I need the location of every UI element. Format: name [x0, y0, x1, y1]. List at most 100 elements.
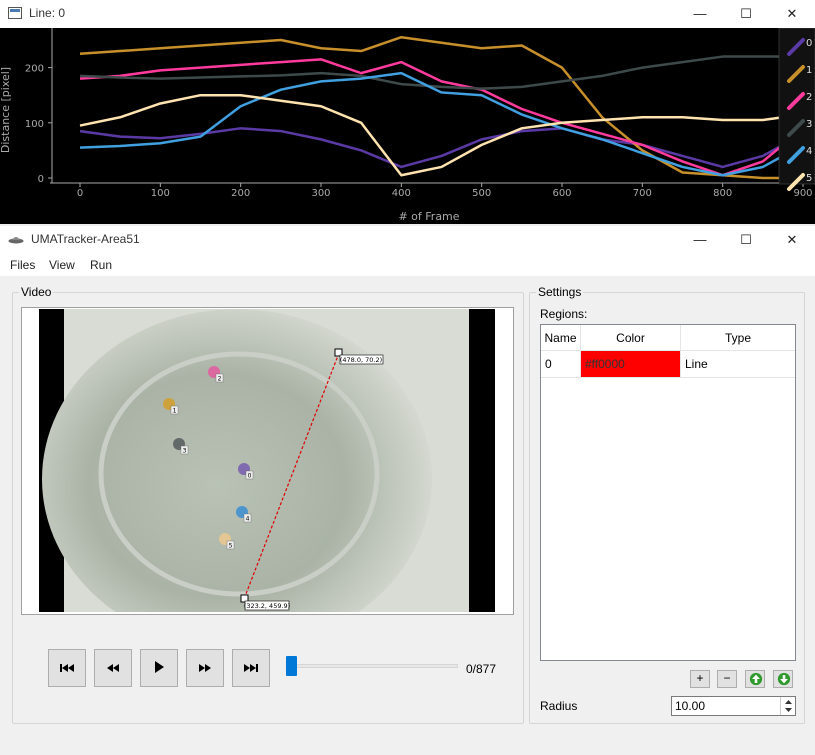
move-down-button[interactable]	[773, 670, 793, 688]
rewind-icon	[107, 664, 119, 672]
close-button[interactable]: ✕	[786, 232, 798, 247]
play-icon	[155, 661, 164, 673]
menu-run[interactable]: Run	[90, 258, 113, 272]
maximize-button[interactable]: ☐	[740, 6, 752, 21]
settings-group-title: Settings	[536, 285, 584, 299]
column-header-type[interactable]: Type	[681, 325, 795, 351]
add-region-button[interactable]: +	[690, 670, 710, 688]
skip-to-end-button[interactable]	[232, 649, 270, 687]
x-tick-label: 800	[713, 188, 732, 199]
slider-groove	[288, 664, 458, 668]
legend-swatch-3	[787, 119, 805, 137]
fish-label-1: 1	[173, 408, 177, 415]
frame-slider[interactable]	[286, 652, 460, 680]
legend-label-1: 1	[806, 65, 812, 76]
fish-label-4: 4	[246, 516, 250, 523]
region-type-cell[interactable]: Line	[681, 351, 795, 378]
video-frame: (478.0, 70.2) (323.2, 459.9) 0 1 2 3 4 5	[21, 307, 514, 615]
spin-arrows-icon	[785, 700, 792, 712]
region-color-cell[interactable]: #ff0000	[581, 351, 681, 378]
play-button[interactable]	[140, 649, 178, 687]
main-window-title: UMATracker-Area51	[31, 232, 140, 246]
remove-region-button[interactable]: −	[717, 670, 737, 688]
video-view[interactable]: (478.0, 70.2) (323.2, 459.9) 0 1 2 3 4 5	[39, 309, 495, 612]
fish-label-box	[243, 513, 252, 523]
regions-label: Regions:	[540, 307, 588, 321]
maximize-button[interactable]: ☐	[740, 232, 752, 247]
fish-label-box	[180, 445, 189, 455]
legend-label-2: 2	[806, 92, 812, 103]
x-axis-label: # of Frame	[398, 210, 459, 223]
skip-to-start-button[interactable]	[48, 649, 86, 687]
x-tick-label: 0	[77, 188, 83, 199]
line-point-a-box	[339, 354, 384, 365]
video-group-title: Video	[19, 285, 54, 299]
line-point-b-box	[244, 600, 290, 611]
line-point-b-label: (323.2, 459.9)	[244, 602, 290, 610]
series-line-1	[79, 35, 783, 180]
minimize-button[interactable]: —	[693, 232, 707, 247]
x-tick-label: 600	[552, 188, 571, 199]
main-titlebar: UMATracker-Area51 — ☐ ✕	[0, 226, 815, 254]
radius-spinbox[interactable]: 10.00	[671, 696, 796, 716]
fish-label-0: 0	[248, 473, 252, 480]
distance-chart: 0 100 200 300 400 500 600 700 800 900 0 100 200 0 1 2 3…	[0, 28, 815, 224]
menu-view[interactable]: View	[49, 258, 75, 272]
x-tick-label: 100	[151, 188, 170, 199]
y-tick-label: 100	[25, 119, 44, 130]
fish-label-5: 5	[229, 543, 233, 550]
legend-swatch-1	[787, 65, 805, 83]
radius-label: Radius	[540, 699, 578, 713]
plot-window: Line: 0 — ☐ ✕ 0 100 200 300 400 500 600 700 800 9…	[0, 0, 815, 224]
legend-box	[778, 28, 815, 185]
y-tick-label: 200	[25, 64, 44, 75]
legend-label-0: 0	[806, 38, 812, 49]
series-line-5	[79, 93, 784, 177]
fish-label-box	[245, 470, 254, 480]
minimize-button[interactable]: —	[693, 6, 707, 21]
skip-to-end-icon	[244, 664, 258, 672]
region-line	[243, 352, 340, 600]
fish-label-box	[170, 405, 179, 415]
settings-group: Settings	[529, 285, 805, 724]
legend-label-3: 3	[806, 119, 812, 130]
ufo-icon	[8, 237, 24, 244]
arrow-up-icon	[749, 672, 762, 686]
series-line-0	[79, 127, 784, 169]
line-point-a-label: (478.0, 70.2)	[340, 356, 382, 364]
move-up-button[interactable]	[745, 670, 765, 688]
x-tick-label: 900	[793, 188, 812, 199]
regions-table[interactable]: Name Color Type 0 #ff0000 Line	[540, 324, 796, 661]
x-tick-label: 400	[392, 188, 411, 199]
column-header-name[interactable]: Name	[541, 325, 581, 351]
main-window: UMATracker-Area51 — ☐ ✕ Files View Run V…	[0, 226, 815, 755]
menu-files[interactable]: Files	[10, 258, 36, 272]
series-line-4	[79, 71, 784, 177]
radius-value[interactable]: 10.00	[675, 699, 706, 713]
radius-spin-arrows[interactable]	[780, 697, 795, 715]
series-line-2	[79, 58, 784, 177]
fish-label-2: 2	[218, 376, 222, 383]
column-header-color[interactable]: Color	[581, 325, 681, 351]
x-tick-label: 200	[231, 188, 250, 199]
line-handle-b[interactable]	[240, 594, 249, 603]
x-tick-label: 300	[311, 188, 330, 199]
series-line-3	[79, 55, 783, 90]
legend-swatch-4	[787, 146, 805, 164]
legend-label-5: 5	[806, 173, 812, 184]
legend-swatch-2	[787, 92, 805, 110]
fast-forward-button[interactable]	[186, 649, 224, 687]
arrow-down-icon	[777, 672, 790, 686]
close-button[interactable]: ✕	[786, 6, 798, 21]
legend-label-4: 4	[806, 146, 812, 157]
slider-handle[interactable]	[286, 656, 297, 676]
legend-swatch-0	[787, 38, 805, 56]
plot-titlebar: Line: 0 — ☐ ✕	[0, 0, 815, 28]
x-tick-label: 700	[633, 188, 652, 199]
region-name-cell[interactable]: 0	[541, 351, 581, 378]
line-handle-a[interactable]	[334, 348, 343, 357]
fast-forward-icon	[199, 664, 211, 672]
rewind-button[interactable]	[94, 649, 132, 687]
bowl-rim	[98, 351, 380, 597]
skip-to-start-icon	[60, 664, 74, 672]
